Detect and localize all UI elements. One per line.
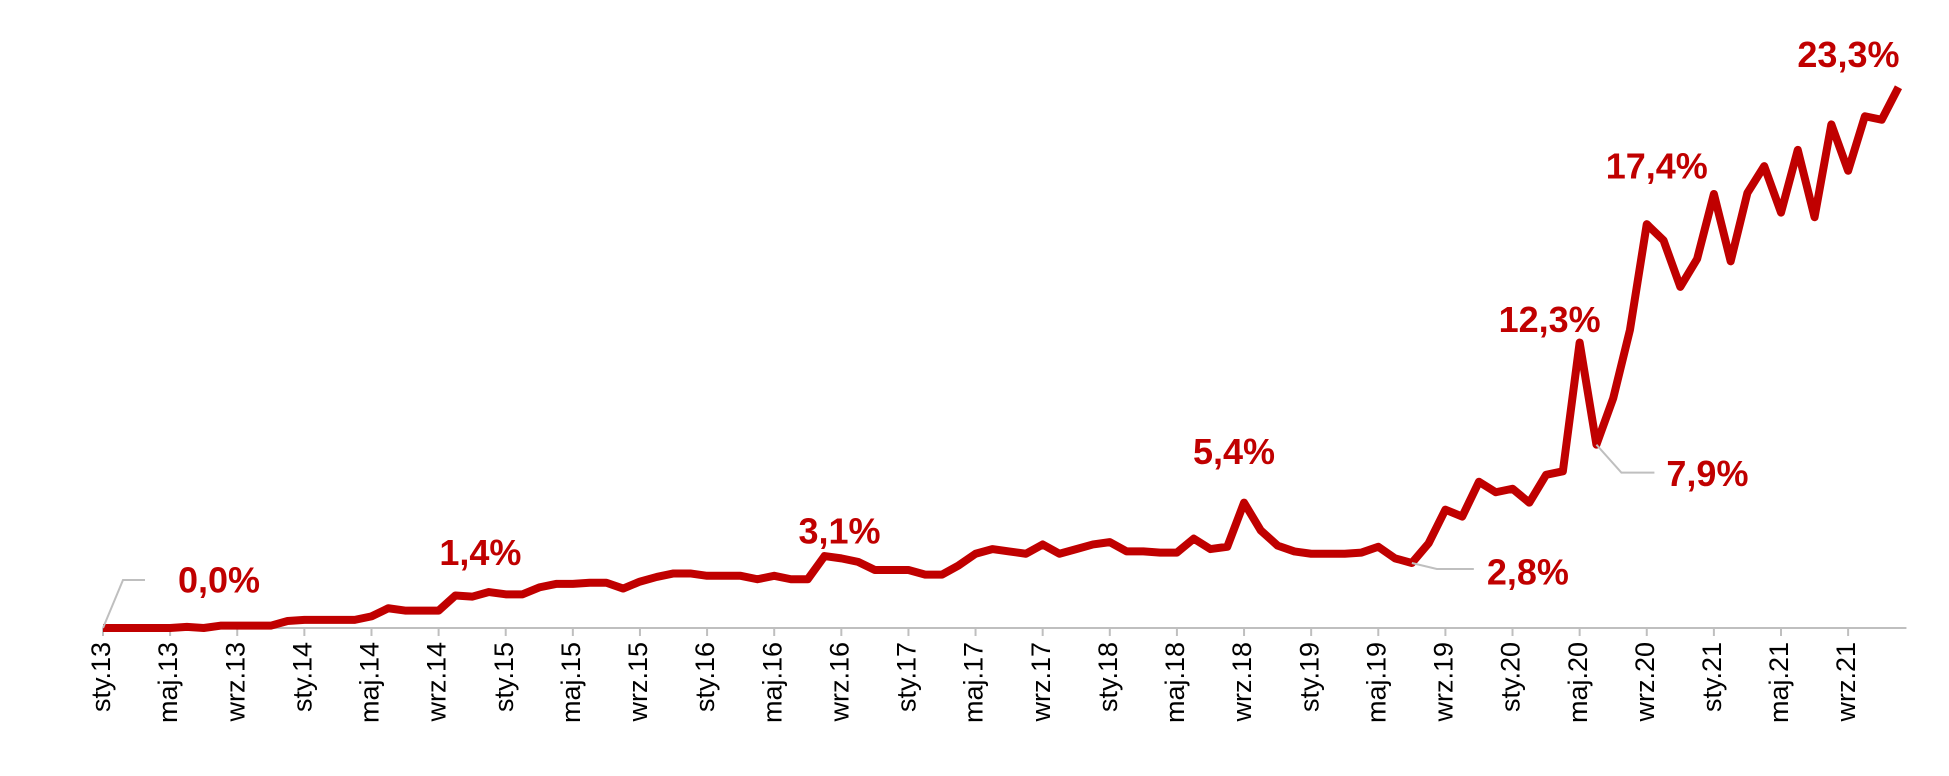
x-tick-label: sty.16: [690, 642, 720, 712]
x-tick-label: wrz.13: [220, 642, 250, 723]
x-tick-label: sty.20: [1496, 642, 1526, 712]
leader-line: [1595, 443, 1655, 474]
x-tick-label: maj.19: [1361, 642, 1391, 723]
x-tick-label: sty.21: [1697, 642, 1727, 712]
data-label: 23,3%: [1797, 34, 1899, 75]
leader-line: [1411, 562, 1474, 571]
data-label: 7,9%: [1666, 453, 1748, 494]
data-label: 5,4%: [1193, 431, 1275, 472]
line: [103, 85, 1903, 632]
x-tick-label: wrz.16: [824, 642, 854, 723]
data-label: 0,0%: [178, 560, 260, 601]
x-tick-label: sty.13: [86, 642, 116, 712]
x-tick-label: wrz.21: [1831, 642, 1861, 723]
x-tick-label: maj.18: [1160, 642, 1190, 723]
x-tick-label: sty.14: [287, 642, 317, 712]
x-tick-label: wrz.19: [1429, 642, 1459, 723]
data-label: 17,4%: [1606, 146, 1708, 187]
data-label: 1,4%: [439, 532, 521, 573]
x-tick-label: wrz.14: [422, 642, 452, 723]
data-label: 3,1%: [799, 511, 881, 552]
x-tick-label: maj.16: [757, 642, 787, 723]
x-tick-label: maj.14: [355, 642, 385, 723]
x-tick-label: sty.15: [489, 642, 519, 712]
data-label: 12,3%: [1499, 299, 1601, 340]
x-tick-label: maj.20: [1563, 642, 1593, 723]
x-tick-label: maj.15: [556, 642, 586, 723]
x-tick-label: wrz.15: [623, 642, 653, 723]
x-tick-label: wrz.20: [1630, 642, 1660, 723]
leader-line: [102, 579, 145, 629]
x-tick-label: sty.17: [892, 642, 922, 712]
x-tick-label: sty.19: [1294, 642, 1324, 712]
x-tick-label: wrz.18: [1227, 642, 1257, 723]
x-tick-label: maj.13: [153, 642, 183, 723]
data-label: 2,8%: [1487, 552, 1569, 593]
x-tick-label: maj.21: [1764, 642, 1794, 723]
x-tick-label: wrz.17: [1026, 642, 1056, 723]
x-tick-label: sty.18: [1093, 642, 1123, 712]
x-tick-label: maj.17: [959, 642, 989, 723]
